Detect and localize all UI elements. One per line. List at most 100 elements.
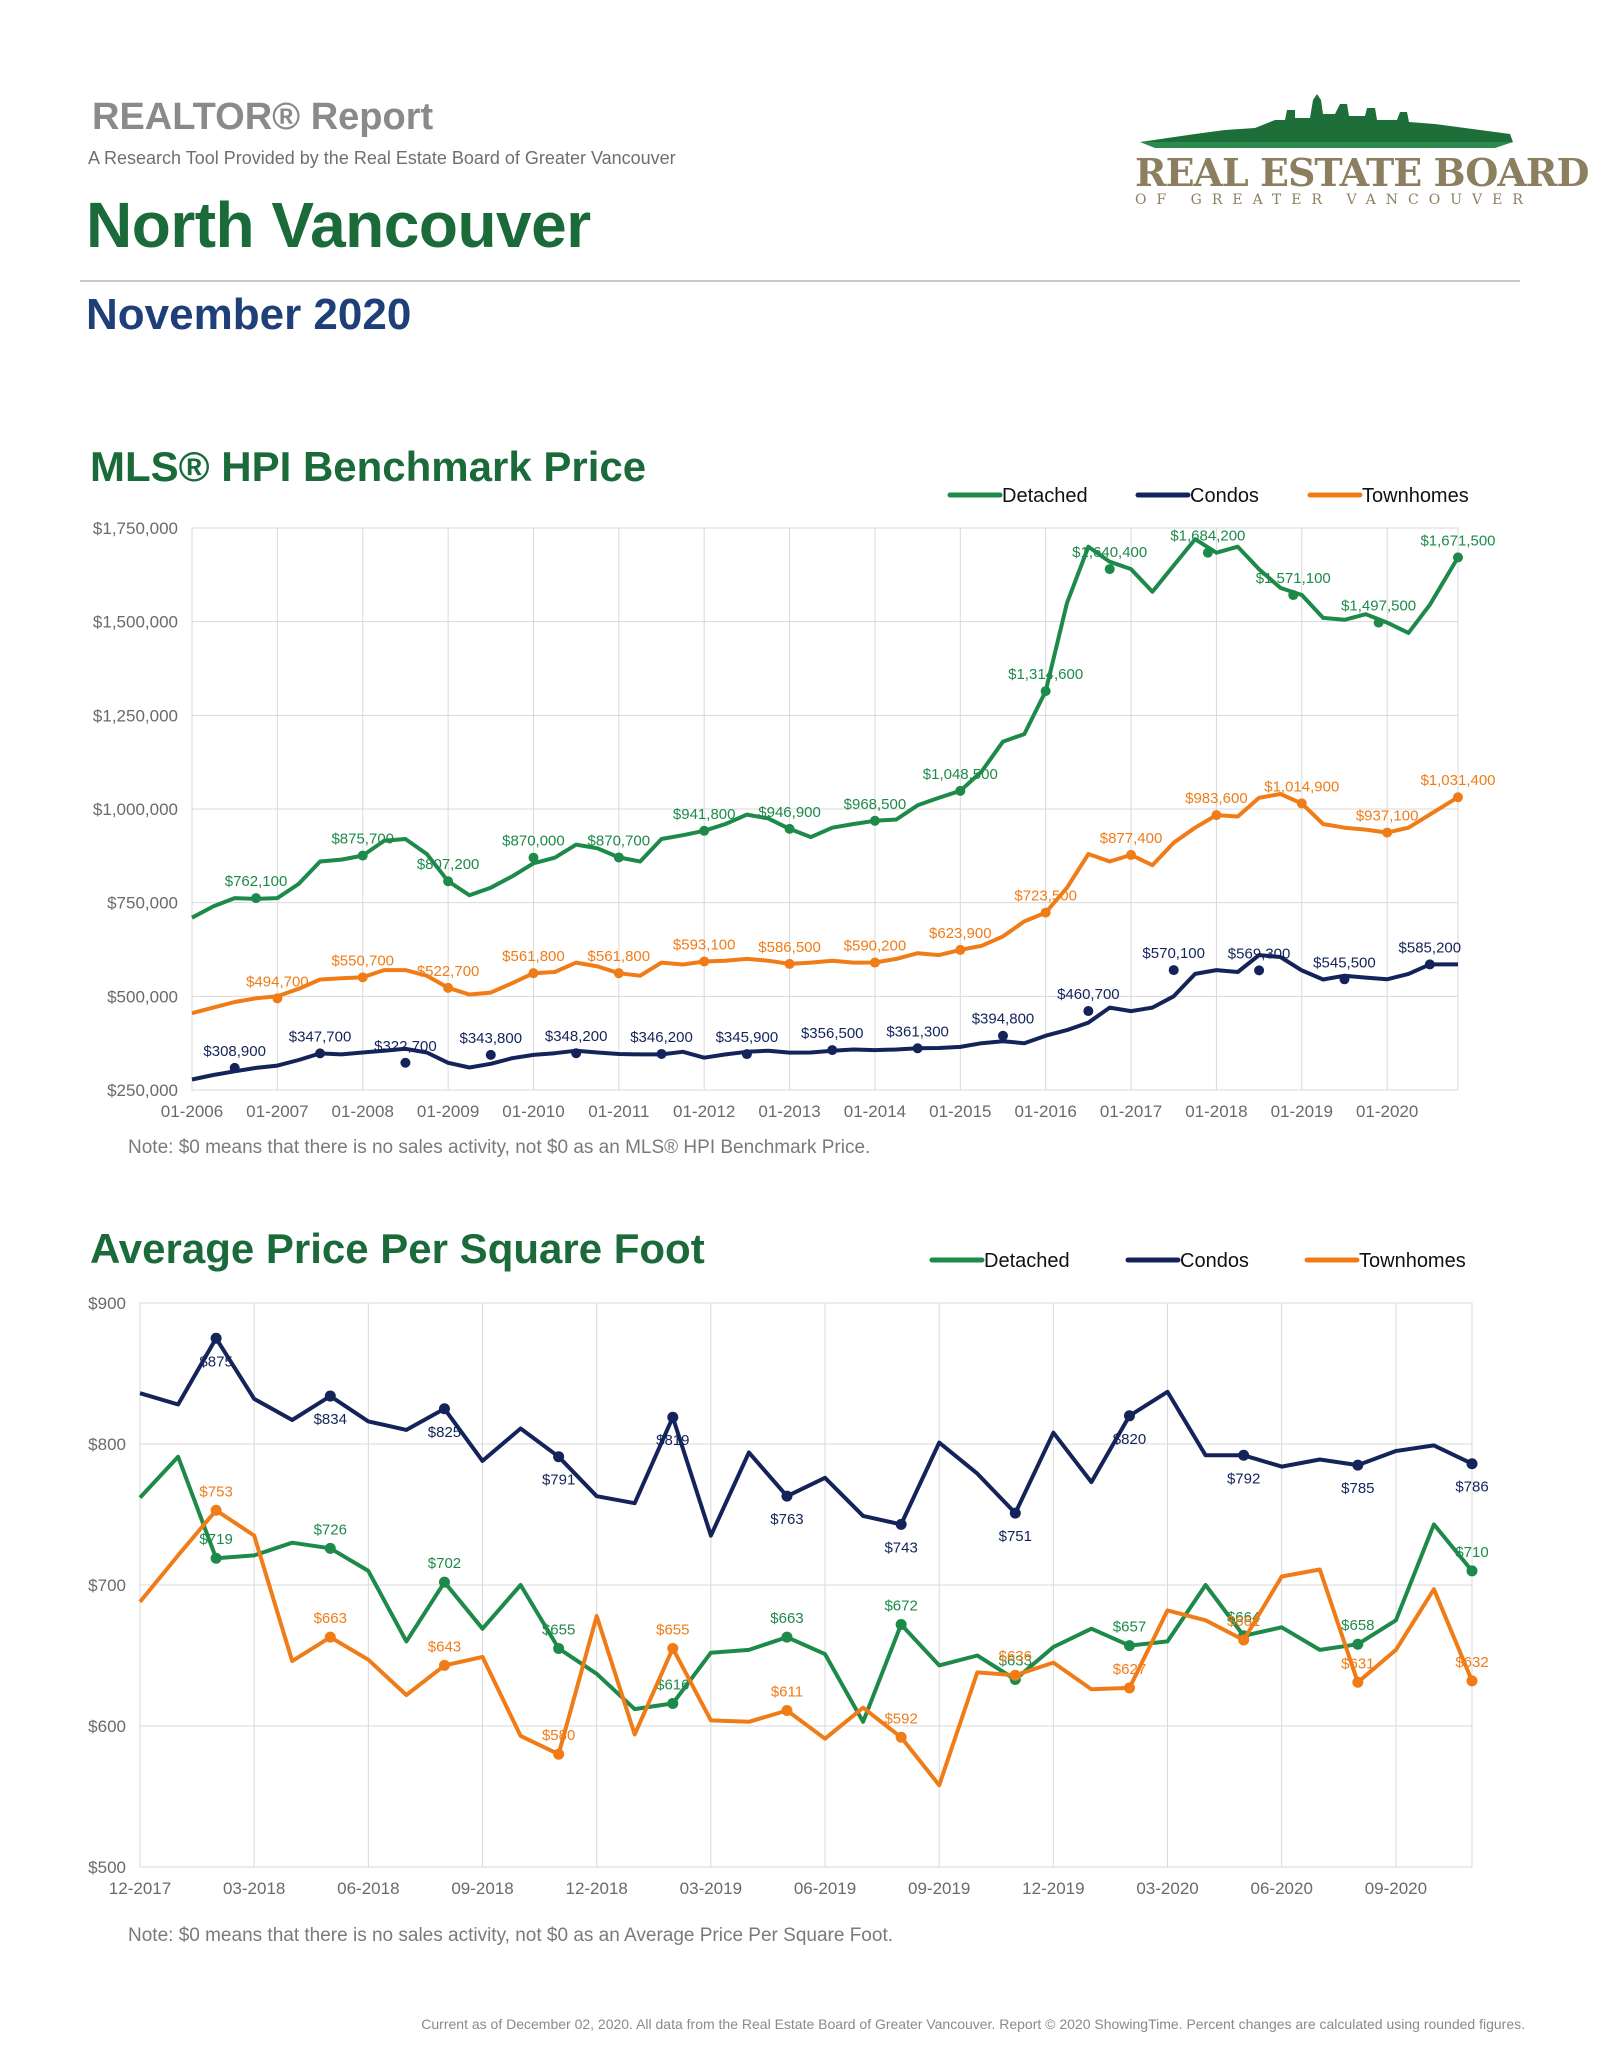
data-point: [1168, 965, 1179, 976]
data-label: $658: [1341, 1617, 1374, 1634]
data-label: $550,700: [331, 952, 394, 969]
legend-label-detached: Detached: [1002, 485, 1088, 507]
data-label: $346,200: [630, 1029, 693, 1046]
x-tick-label: 01-2010: [502, 1102, 564, 1121]
hpi-chart-title: MLS® HPI Benchmark Price: [90, 443, 647, 490]
hpi-benchmark-chart: $250,000 $500,000 $750,000 $1,000,000 $1,250…: [93, 485, 1496, 1121]
x-tick-label: 01-2014: [844, 1102, 906, 1121]
data-point: [1296, 798, 1307, 809]
legend-label-townhomes: Townhomes: [1362, 485, 1469, 507]
data-label: $820: [1113, 1431, 1146, 1448]
data-label: $590,200: [844, 938, 907, 955]
data-point: [699, 956, 710, 967]
data-point: [438, 1403, 450, 1415]
series-line-townhomes: [191, 792, 1460, 1016]
data-point: [667, 1411, 679, 1423]
x-tick-label: 06-2020: [1251, 1879, 1313, 1898]
data-point: [528, 852, 539, 863]
data-point: [1123, 1410, 1135, 1422]
data-label: $322,700: [374, 1038, 437, 1055]
x-tick-label: 03-2019: [680, 1879, 742, 1898]
data-point: [1040, 686, 1051, 697]
data-label: $632: [1455, 1654, 1488, 1671]
data-point: [357, 972, 368, 983]
data-label: $308,900: [203, 1043, 266, 1060]
data-point: [1352, 1638, 1364, 1650]
data-point: [438, 1659, 450, 1671]
data-label: $875,700: [331, 831, 394, 848]
data-label: $719: [199, 1531, 232, 1548]
data-label: $792: [1227, 1470, 1260, 1487]
data-label: $1,314,600: [1008, 666, 1083, 683]
y-tick-label: $500: [88, 1858, 126, 1877]
x-tick-label: 01-2008: [332, 1102, 394, 1121]
data-point: [869, 957, 880, 968]
data-point: [1453, 552, 1463, 563]
data-label: $657: [1113, 1619, 1146, 1636]
data-point: [1352, 1676, 1364, 1688]
y-tick-label: $750,000: [107, 894, 178, 913]
data-point: [1202, 547, 1213, 558]
data-label: $561,800: [588, 948, 651, 965]
data-point: [1083, 1006, 1094, 1017]
data-point: [784, 823, 795, 834]
data-label: $877,400: [1100, 830, 1163, 847]
data-point: [895, 1731, 907, 1743]
data-point: [357, 850, 368, 861]
series-line-condos: [139, 1336, 1473, 1538]
data-label: $586,500: [758, 939, 821, 956]
data-point: [400, 1057, 411, 1068]
data-label: $570,100: [1142, 945, 1205, 962]
data-label: $941,800: [673, 806, 736, 823]
data-point: [1040, 907, 1051, 918]
data-label: $1,048,500: [923, 766, 998, 783]
data-label: $702: [428, 1555, 461, 1572]
data-point: [1424, 959, 1435, 970]
data-point: [210, 1552, 222, 1564]
data-label: $655: [542, 1621, 575, 1638]
data-label: $726: [314, 1521, 347, 1538]
x-tick-label: 01-2015: [929, 1102, 991, 1121]
data-label: $623,900: [929, 925, 992, 942]
data-label: $723,500: [1014, 888, 1077, 905]
footer-disclaimer: Current as of December 02, 2020. All dat…: [421, 2016, 1525, 2032]
legend-label-condos: Condos: [1190, 485, 1259, 507]
data-point: [955, 944, 966, 955]
data-point: [656, 1048, 667, 1059]
price-per-sqft-chart: $500 $600 $700 $800 $900 12-2017 03-2018 06-201…: [88, 1250, 1489, 1898]
data-point: [1352, 1459, 1364, 1471]
data-point: [1373, 617, 1384, 628]
data-point: [229, 1062, 240, 1073]
data-label: $348,200: [545, 1028, 608, 1045]
data-point: [553, 1748, 565, 1760]
data-label: $643: [428, 1638, 461, 1655]
data-point: [210, 1504, 222, 1516]
ppsf-chart-note: Note: $0 means that there is no sales ac…: [128, 1925, 894, 1946]
data-point: [1288, 590, 1299, 601]
data-label: $663: [770, 1610, 803, 1627]
legend-label-detached: Detached: [984, 1250, 1070, 1272]
x-tick-label: 03-2020: [1136, 1879, 1198, 1898]
data-point: [997, 1030, 1008, 1041]
data-point: [613, 968, 624, 979]
data-label: $825: [428, 1424, 461, 1441]
x-tick-label: 06-2019: [794, 1879, 856, 1898]
x-tick-label: 09-2018: [451, 1879, 513, 1898]
report-subtitle: A Research Tool Provided by the Real Est…: [88, 148, 676, 168]
data-point: [1238, 1449, 1250, 1461]
data-point: [485, 1049, 496, 1060]
data-point: [324, 1390, 336, 1402]
data-point: [869, 815, 880, 826]
data-label: $545,500: [1313, 954, 1376, 971]
y-tick-label: $700: [88, 1576, 126, 1595]
data-point: [1466, 1565, 1478, 1577]
data-point: [571, 1048, 582, 1059]
data-label: $569,300: [1228, 945, 1291, 962]
data-label: $1,571,100: [1256, 570, 1331, 587]
x-tick-label: 09-2019: [908, 1879, 970, 1898]
y-tick-label: $250,000: [107, 1081, 178, 1100]
hpi-chart-note: Note: $0 means that there is no sales ac…: [128, 1137, 871, 1158]
x-tick-label: 12-2019: [1022, 1879, 1084, 1898]
data-label: $661: [1227, 1613, 1260, 1630]
series-line-detached: [191, 537, 1460, 920]
